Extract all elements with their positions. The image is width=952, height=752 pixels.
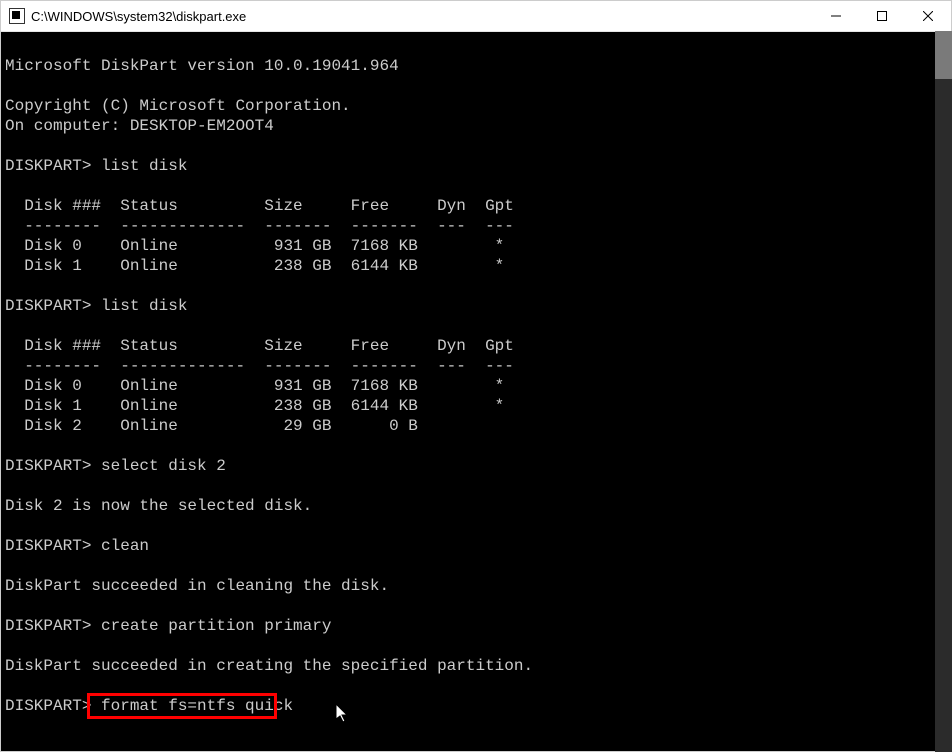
window-title: C:\WINDOWS\system32\diskpart.exe: [31, 9, 813, 24]
terminal-line: DISKPART> clean: [5, 536, 951, 556]
titlebar[interactable]: C:\WINDOWS\system32\diskpart.exe: [1, 1, 951, 32]
terminal-line: Microsoft DiskPart version 10.0.19041.96…: [5, 56, 951, 76]
terminal-line: Disk 2 is now the selected disk.: [5, 496, 951, 516]
terminal-line: [5, 556, 951, 576]
terminal-line: DISKPART> list disk: [5, 156, 951, 176]
terminal-line: Disk 2 Online 29 GB 0 B: [5, 416, 951, 436]
terminal-line: [5, 436, 951, 456]
terminal-line: [5, 276, 951, 296]
terminal-line: [5, 636, 951, 656]
terminal-line: Disk 1 Online 238 GB 6144 KB *: [5, 396, 951, 416]
window-controls: [813, 1, 951, 31]
terminal-line: DISKPART> list disk: [5, 296, 951, 316]
terminal-line: [5, 316, 951, 336]
terminal-line: DiskPart succeeded in creating the speci…: [5, 656, 951, 676]
terminal-line: [5, 476, 951, 496]
terminal-line: [5, 36, 951, 56]
vertical-scrollbar[interactable]: [935, 31, 952, 752]
terminal-line: -------- ------------- ------- ------- -…: [5, 356, 951, 376]
terminal-line: DiskPart succeeded in cleaning the disk.: [5, 576, 951, 596]
terminal-line: [5, 516, 951, 536]
terminal-line: -------- ------------- ------- ------- -…: [5, 216, 951, 236]
terminal-line: Disk ### Status Size Free Dyn Gpt: [5, 336, 951, 356]
terminal-line: [5, 76, 951, 96]
close-button[interactable]: [905, 1, 951, 31]
terminal-line: DISKPART> create partition primary: [5, 616, 951, 636]
window-frame: C:\WINDOWS\system32\diskpart.exe Microso…: [0, 0, 952, 752]
terminal-line: Disk 0 Online 931 GB 7168 KB *: [5, 236, 951, 256]
terminal-line: DISKPART> format fs=ntfs quick: [5, 696, 951, 716]
terminal-line: [5, 596, 951, 616]
terminal-line: On computer: DESKTOP-EM2OOT4: [5, 116, 951, 136]
maximize-button[interactable]: [859, 1, 905, 31]
terminal-line: Copyright (C) Microsoft Corporation.: [5, 96, 951, 116]
terminal-line: [5, 136, 951, 156]
terminal-line: [5, 176, 951, 196]
terminal-output[interactable]: Microsoft DiskPart version 10.0.19041.96…: [1, 32, 951, 751]
minimize-button[interactable]: [813, 1, 859, 31]
terminal-line: Disk 1 Online 238 GB 6144 KB *: [5, 256, 951, 276]
app-icon: [9, 8, 25, 24]
terminal-line: Disk 0 Online 931 GB 7168 KB *: [5, 376, 951, 396]
terminal-line: DISKPART> select disk 2: [5, 456, 951, 476]
terminal-line: [5, 676, 951, 696]
terminal-line: Disk ### Status Size Free Dyn Gpt: [5, 196, 951, 216]
scrollbar-thumb[interactable]: [935, 31, 952, 79]
